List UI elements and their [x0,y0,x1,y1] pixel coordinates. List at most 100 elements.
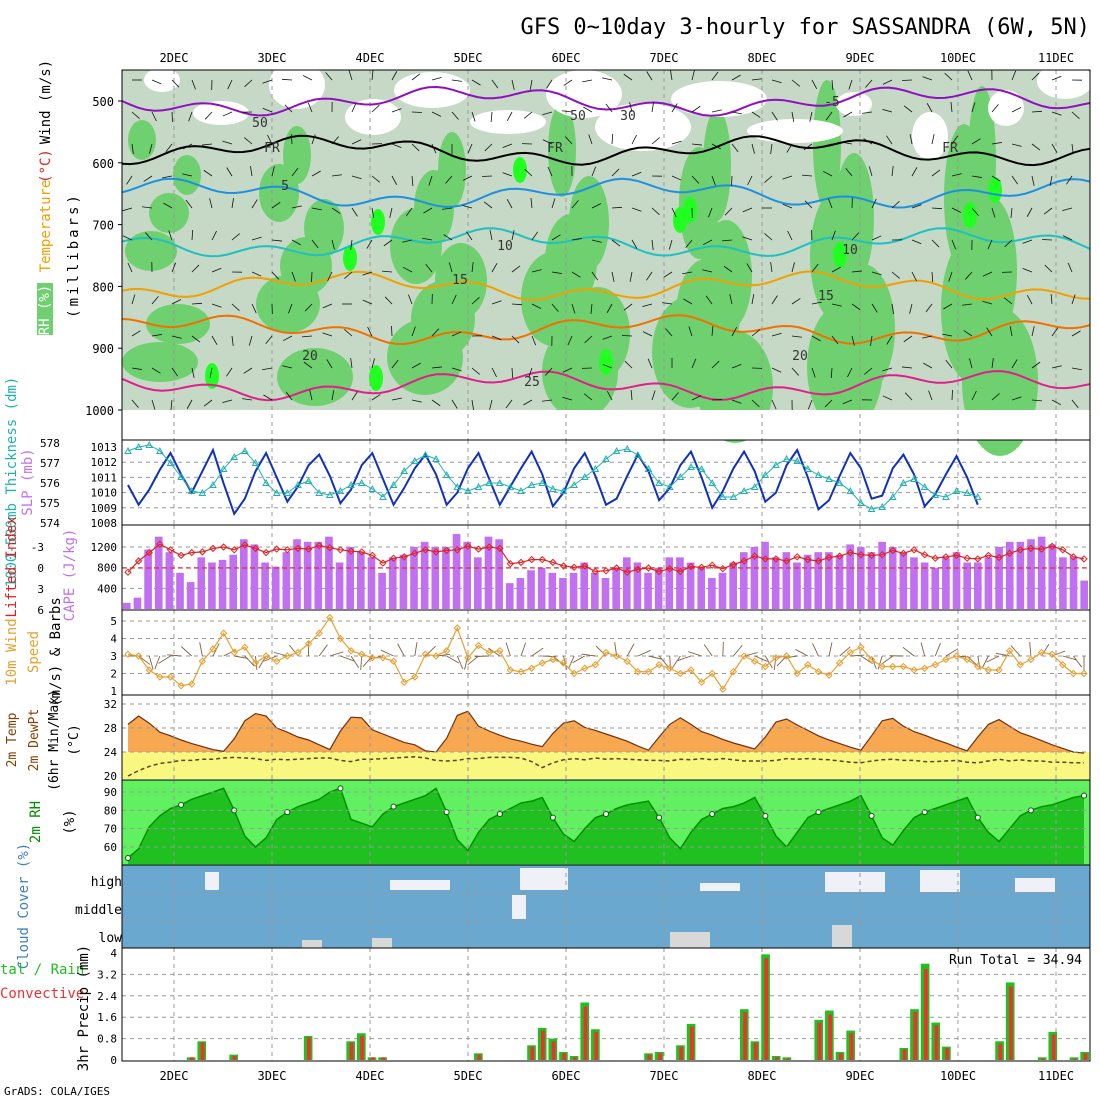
top-date-axis: 2DEC 3DEC 4DEC 5DEC 6DEC 7DEC 8DEC 9DEC 10DEC 11D… [160,51,1075,65]
wind-speed-point [527,664,536,672]
wind-barb [591,203,602,209]
wind-barb [411,326,416,337]
rh-dry [1037,63,1093,99]
y-tick: 0.8 [97,1033,117,1046]
wind-barb [1004,239,1013,248]
wind-barb [582,79,593,83]
wind-speed-point [400,678,408,686]
wind-barb [795,649,809,657]
wind-barb [843,111,853,118]
date-label: 4DEC [356,51,385,65]
wind-barb [143,175,153,182]
wind-barb [451,294,457,305]
thickness-point [857,498,865,506]
precip-convective-bar [828,1014,832,1060]
wind-barb [751,294,755,305]
wind-barb [551,271,562,274]
lifted-index-point [814,557,823,565]
wind-barb [467,143,473,154]
lifted-index-point [920,550,929,559]
wind-barb [131,294,136,305]
lifted-index-point [273,545,281,553]
rh-dry [836,92,872,116]
wind-speed-point [336,634,345,643]
wind-barb [149,143,153,154]
wind-barb [271,166,275,177]
wind-barb [231,335,234,346]
wind-speed-point [676,669,685,678]
wind-barb [764,655,773,669]
wind-barb [505,642,511,657]
contour-label: FR [942,141,958,156]
dewpoint-line [127,756,1084,777]
thickness-point [665,482,674,490]
lifted-index-point [740,557,748,565]
wind-speed-point [485,648,493,657]
wind-barb [142,206,153,209]
cape-bar [335,562,344,609]
wind-speed-point [920,664,929,672]
precip-convective-bar [689,1026,694,1060]
y-tick: 70 [104,823,117,836]
thickness-point [580,472,589,480]
wind-barb [490,111,493,122]
wind-barb [851,335,855,346]
rh-saturated [683,197,697,223]
wind-barb [148,655,154,670]
wind-barb [590,303,593,314]
cape-bar [293,539,301,609]
wind-barb [191,229,194,241]
wind-speed-point [942,655,950,664]
wind-barb [637,649,651,657]
precip-convective-bar [923,969,928,1060]
cape-bar [559,578,567,609]
wind-barb [367,326,373,337]
wind-barb [851,303,861,311]
wind-barb [431,328,440,337]
wind-barb [583,393,593,401]
wind-barb [1011,143,1022,147]
thickness-point [262,478,270,486]
wind-barb [234,655,249,659]
wind-barb [982,271,993,277]
cape-bar [665,557,674,609]
wind-speed-point [283,652,292,660]
wind-barb [397,643,405,657]
wind-barb [630,390,633,401]
wind-barb [431,399,441,407]
wind-barb [408,294,413,305]
wind-barb [986,655,1000,663]
wind-barb [848,79,853,90]
wind-barb [222,111,233,117]
wind-barb [371,394,381,401]
wind-barb [1051,399,1062,406]
wind-speed-point [804,661,812,669]
lifted-index-point [1059,546,1067,554]
wind-speed-point [177,682,185,690]
precip-convective-bar [381,1057,386,1060]
thickness-point [655,478,663,486]
wind-barb [223,649,237,657]
y-tick: 1000 [85,404,114,418]
thickness-point [368,484,377,492]
lifted-index-point [751,552,759,560]
rh-patch [122,342,198,382]
thickness-point [134,442,143,450]
wind-barb [1026,294,1033,305]
wind-barb [881,655,894,665]
wind-barb [621,335,633,337]
thickness-point [389,480,398,488]
wind-barb [746,263,753,273]
lifted-index-point [230,546,238,554]
cape-bar [452,534,461,609]
rh-point [921,809,928,816]
rh-saturated [205,363,219,389]
rh-patch [435,243,487,319]
wind-barb [831,335,839,345]
y-tick: 800 [92,280,114,294]
wind-barb [181,646,193,657]
lifted-index-point [867,551,876,560]
wind-barb [991,142,1002,145]
thickness-point [676,472,685,480]
wind-speed-point [793,669,801,678]
